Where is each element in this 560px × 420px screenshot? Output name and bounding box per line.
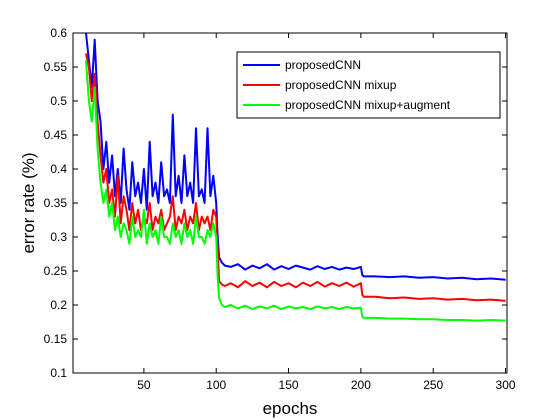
y-tick-label: 0.6	[50, 26, 67, 40]
y-tick-label: 0.45	[44, 128, 68, 142]
y-tick-label: 0.35	[44, 196, 68, 210]
legend-label: proposedCNN mixup	[285, 78, 397, 92]
legend-label: proposedCNN	[285, 58, 361, 72]
series-line-2	[85, 53, 506, 302]
x-tick-label: 250	[423, 378, 443, 392]
y-tick-label: 0.55	[44, 60, 68, 74]
ticks-layer: 50 100 150 200 250 300 0.1 0.15 0.2 0.25 0.3 0.35 0.…	[44, 26, 516, 392]
x-tick-label: 300	[496, 378, 516, 392]
x-axis-title: epochs	[263, 399, 318, 418]
y-tick-label: 0.1	[50, 366, 67, 380]
y-tick-label: 0.4	[50, 162, 67, 176]
y-tick-label: 0.2	[50, 298, 67, 312]
legend-label: proposedCNN mixup+augment	[285, 98, 451, 112]
x-tick-label: 200	[351, 378, 371, 392]
y-tick-label: 0.25	[44, 264, 68, 278]
legend-box	[236, 51, 501, 119]
y-axis-title: error rate (%)	[19, 152, 38, 253]
legend: proposedCNN proposedCNN mixup proposedCNN …	[236, 51, 501, 119]
series-line-1	[85, 33, 506, 281]
x-tick-label: 150	[279, 378, 299, 392]
series-line-3	[85, 60, 506, 322]
y-tick-label: 0.5	[50, 94, 67, 108]
y-tick-label: 0.3	[50, 230, 67, 244]
y-tick-label: 0.15	[44, 332, 68, 346]
x-tick-label: 100	[206, 378, 226, 392]
x-tick-label: 50	[137, 378, 151, 392]
series-layer	[85, 33, 506, 322]
